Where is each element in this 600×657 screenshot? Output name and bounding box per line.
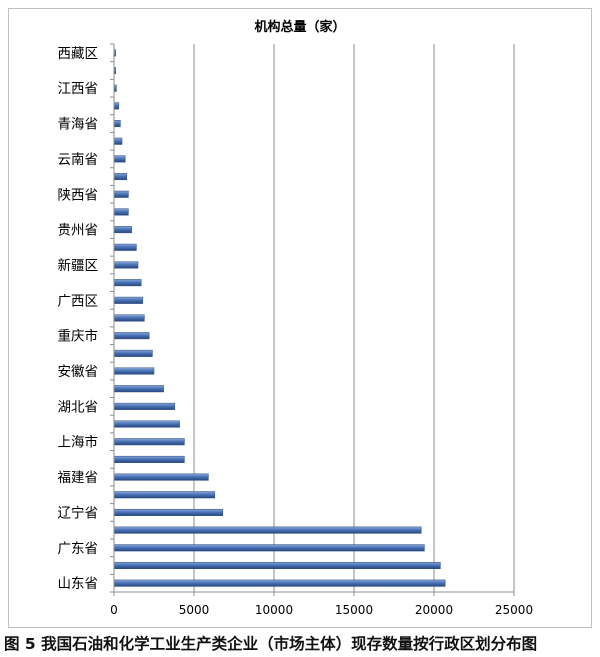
category-label: 上海市 [58,434,99,451]
bar [113,491,216,499]
category-label: 福建省 [58,470,99,486]
bar [113,120,121,128]
chart-frame [8,8,592,628]
category-label: 辽宁省 [58,504,99,521]
category-label: 贵州省 [58,223,99,239]
bar [113,261,139,269]
bar [113,420,180,428]
bar [113,102,120,110]
bar [113,455,185,463]
category-label: 西藏区 [58,46,99,62]
bar [113,473,209,481]
bar [113,561,441,569]
x-tick-label: 20000 [415,603,453,617]
bar [113,137,123,145]
category-label: 湖北省 [58,399,99,415]
bar [113,279,142,287]
bar-series [113,49,446,587]
x-tick-label: 15000 [335,603,373,617]
chart-title: 机构总量（家） [254,19,345,35]
bar [113,243,137,251]
bar [113,385,164,393]
bar [113,296,144,304]
x-tick-label: 10000 [255,603,293,617]
bar [113,438,185,446]
bar [113,349,153,357]
bar [113,314,145,322]
bar [113,332,150,340]
bar-chart: 机构总量（家） 山东省 广东省 辽宁省 福建省 上海市 湖北省 安徽省 重庆市 广西区 新疆区 贵州… [58,19,534,617]
x-tick-labels: 0 5000 10000 15000 20000 25000 [110,603,533,617]
category-labels: 山东省 广东省 辽宁省 福建省 上海市 湖北省 安徽省 重庆市 广西区 新疆区 贵州省 陕西省 云南省 青… [58,46,99,592]
axes [110,43,515,596]
category-label: 云南省 [58,152,99,168]
x-tick-label: 25000 [495,603,533,617]
bar [113,544,425,552]
bar [113,226,132,234]
category-label: 青海省 [58,117,99,133]
bar [113,526,422,534]
category-label: 山东省 [58,576,99,592]
category-label: 新疆区 [58,258,99,274]
category-label: 重庆市 [58,328,99,345]
grid-lines [193,44,515,592]
bar [113,508,224,516]
bar [113,402,176,410]
bar [113,173,128,181]
x-tick-label: 0 [110,603,118,617]
category-label: 陕西省 [58,187,99,203]
category-label: 江西省 [58,81,99,97]
bar [113,155,126,163]
category-label: 安徽省 [58,364,99,380]
bar [113,579,446,587]
bar [113,208,129,216]
bar [113,190,129,198]
x-tick-label: 5000 [179,603,210,617]
figure-caption: 图 5 我国石油和化学工业生产类企业（市场主体）现存数量按行政区划分布图 [4,635,538,653]
bar [113,367,155,375]
category-label: 广西区 [58,293,99,309]
category-label: 广东省 [58,541,99,557]
